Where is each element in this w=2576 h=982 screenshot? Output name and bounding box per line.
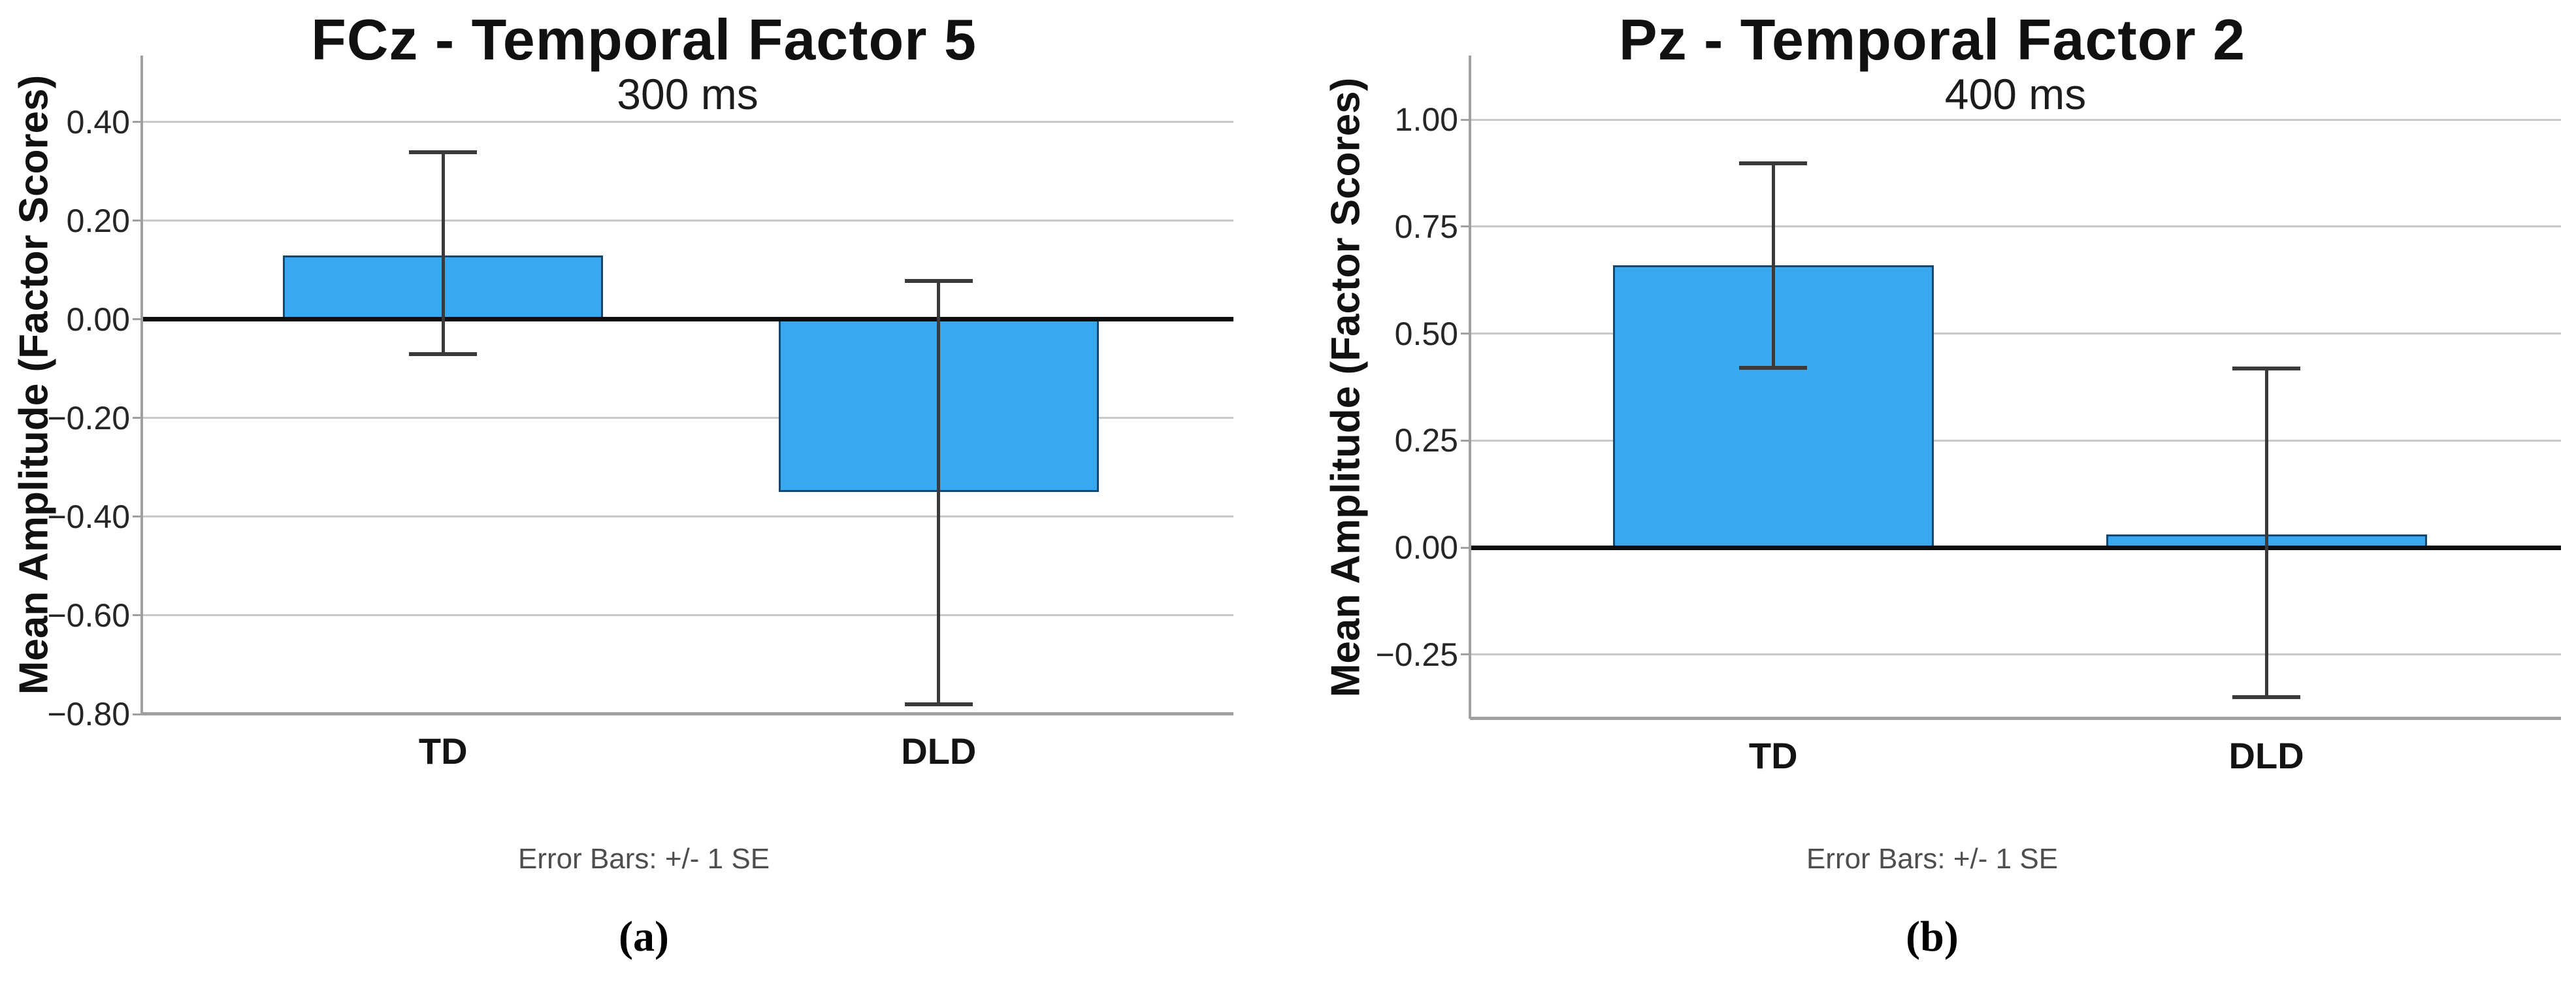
x-axis-line [142,712,1233,715]
error-bar-line-dld [2264,368,2268,698]
y-tick-mark [1461,333,1470,335]
y-axis-label: Mean Amplitude (Factor Scores) [1323,77,1369,697]
gridline [1470,333,2561,335]
y-tick-mark [133,713,142,715]
y-tick-label: 0.20 [66,202,130,239]
y-tick-label: −0.80 [47,696,130,732]
error-bar-footnote: Error Bars: +/- 1 SE [1806,843,2059,875]
x-category-label: DLD [2228,735,2304,776]
error-bar-line-td [1771,162,1775,368]
panel-label-a: (a) [619,913,669,960]
chart-subtitle: 300 ms [617,70,758,118]
y-tick-mark [1461,439,1470,442]
y-tick-mark [1461,225,1470,228]
error-bar-cap-top [904,278,973,283]
plot-area [1469,56,2561,720]
error-bar-cap-top [2232,367,2301,371]
y-tick-label: −0.60 [47,597,130,634]
gridline [142,516,1233,518]
x-category-label: TD [1748,735,1798,776]
error-bar-footnote: Error Bars: +/- 1 SE [517,843,770,875]
y-axis-line [140,56,143,714]
gridline [1470,653,2561,656]
y-axis-line [1469,56,1471,719]
gridline [142,121,1233,123]
y-tick-label: 0.50 [1394,315,1458,352]
panel-label-b: (b) [1906,913,1959,960]
y-tick-mark [1461,653,1470,656]
error-bar-cap-bottom [1739,366,1808,370]
y-tick-mark [1461,118,1470,121]
y-tick-label: −0.40 [47,498,130,535]
gridline [142,220,1233,222]
error-bar-cap-bottom [2232,695,2301,700]
chart-title: FCz - Temporal Factor 5 [311,7,977,72]
x-axis-line [1470,717,2561,720]
plot-area [140,56,1233,715]
x-category-label: TD [418,730,468,772]
figure-panel-b: Pz - Temporal Factor 2 400 ms Mean Ampli… [1288,0,2576,982]
y-tick-mark [133,614,142,617]
zero-line [142,317,1233,322]
y-tick-label: 0.00 [1394,529,1458,566]
gridline [142,614,1233,617]
y-tick-label: 1.00 [1394,101,1458,139]
zero-line [1470,545,2561,550]
y-tick-label: 0.40 [66,103,130,140]
y-tick-label: 0.75 [1394,208,1458,245]
error-bar-cap-bottom [409,352,478,356]
chart-title: Pz - Temporal Factor 2 [1618,7,2246,72]
y-tick-mark [133,318,142,321]
y-tick-label: 0.25 [1394,422,1458,459]
error-bar-cap-top [409,150,478,155]
y-tick-label: −0.20 [47,399,130,436]
gridline [1470,118,2561,121]
y-tick-label: 0.00 [66,301,130,338]
y-tick-mark [1461,546,1470,549]
error-bar-line-dld [937,280,941,704]
y-tick-mark [133,417,142,419]
y-tick-label: −0.25 [1375,636,1458,673]
error-bar-cap-bottom [904,702,973,706]
gridline [142,417,1233,419]
x-category-label: DLD [901,730,977,772]
error-bar-line-td [441,152,445,354]
error-bar-cap-top [1739,161,1808,165]
figure-panel-a: FCz - Temporal Factor 5 300 ms Mean Ampl… [12,7,1233,960]
gridline [1470,439,2561,442]
chart-subtitle: 400 ms [1944,70,2087,118]
y-tick-mark [133,220,142,222]
y-tick-mark [133,516,142,518]
gridline [1470,225,2561,228]
y-tick-mark [133,121,142,123]
